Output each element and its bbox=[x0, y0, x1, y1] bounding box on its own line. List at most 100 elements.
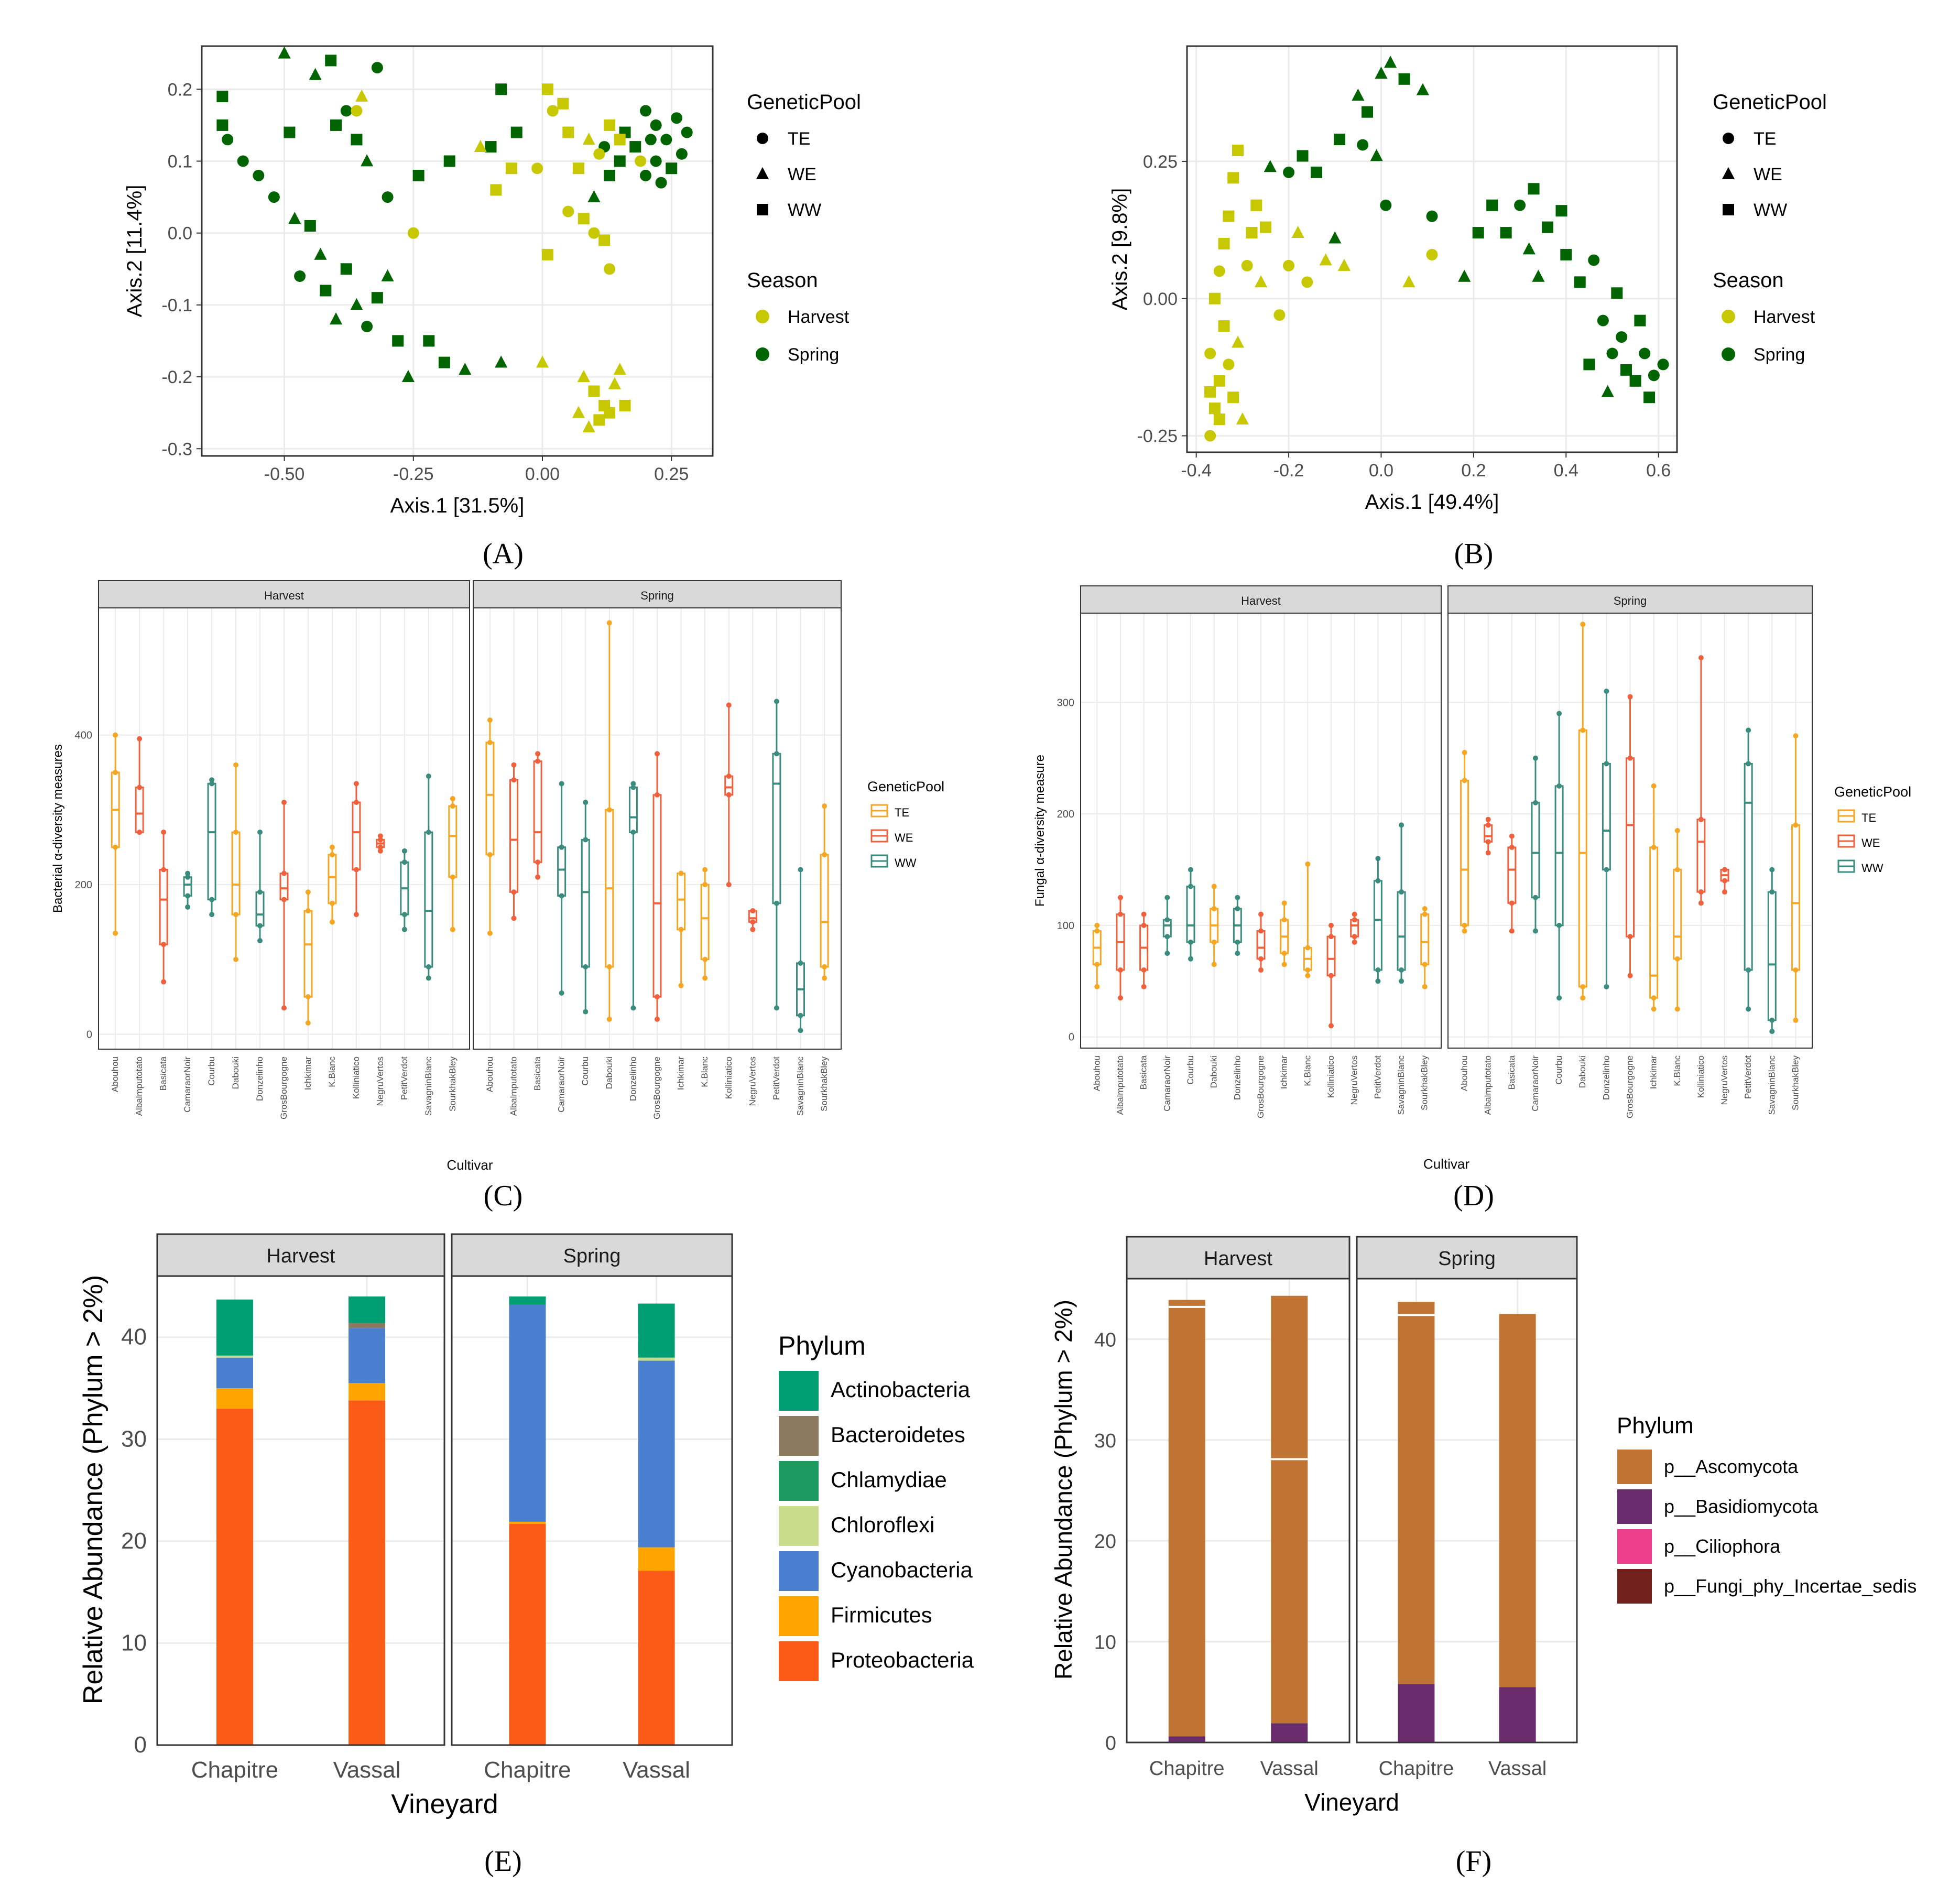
box-point bbox=[1164, 934, 1170, 940]
legend-key-p__Ciliophora bbox=[1616, 1528, 1653, 1565]
box-point bbox=[185, 874, 191, 880]
legend-label: TE bbox=[895, 806, 909, 819]
box-point bbox=[1188, 956, 1193, 962]
facet-strip-label: Harvest bbox=[267, 1245, 335, 1267]
box bbox=[628, 787, 638, 833]
legend-label: Harvest bbox=[1754, 307, 1815, 327]
legend-marker-TE bbox=[757, 133, 768, 144]
x-tick-label: Albalmputotato bbox=[508, 1056, 518, 1116]
data-point bbox=[671, 112, 683, 124]
bar-segment-Cyanobacteria bbox=[509, 1304, 546, 1522]
bar-segment-Cyanobacteria bbox=[349, 1328, 386, 1383]
box-point bbox=[257, 938, 263, 944]
box-point bbox=[426, 964, 431, 970]
data-point bbox=[216, 119, 228, 131]
plot-border bbox=[156, 1275, 445, 1746]
x-tick-label: Albalmputotato bbox=[134, 1056, 144, 1116]
box-point bbox=[185, 893, 191, 899]
x-tick-label: CamaraorNoir bbox=[1162, 1055, 1172, 1112]
panel-label-d: (D) bbox=[1453, 1180, 1494, 1212]
y-tick-label: 0 bbox=[86, 1029, 92, 1040]
y-axis-title: Axis.2 [9.8%] bbox=[1108, 188, 1131, 310]
data-point bbox=[1273, 309, 1286, 321]
data-point bbox=[1213, 375, 1225, 387]
box-point bbox=[559, 781, 564, 787]
x-tick-label: 0.0 bbox=[1369, 461, 1393, 481]
box-point bbox=[113, 844, 118, 850]
box-point bbox=[1674, 867, 1680, 873]
data-point bbox=[1639, 347, 1651, 359]
facet-strip bbox=[451, 1233, 733, 1277]
y-tick-label: -0.3 bbox=[161, 439, 192, 459]
box-point bbox=[113, 930, 118, 936]
box-point bbox=[1556, 922, 1562, 928]
x-tick-label: CamaraorNoir bbox=[182, 1056, 192, 1113]
legend-label: Proteobacteria bbox=[831, 1648, 974, 1672]
box-point bbox=[209, 781, 215, 787]
box-point bbox=[161, 830, 167, 835]
data-point bbox=[547, 105, 559, 117]
y-tick-label: 20 bbox=[121, 1528, 147, 1554]
bar-segment-p__Basidiomycota bbox=[1398, 1684, 1435, 1742]
box bbox=[1696, 819, 1706, 893]
data-point bbox=[1606, 347, 1618, 359]
box-point bbox=[1211, 906, 1217, 911]
legend-label: TE bbox=[788, 129, 810, 149]
box-point bbox=[1141, 922, 1147, 928]
data-point bbox=[613, 363, 626, 375]
data-point bbox=[355, 89, 368, 102]
bar-segment-p__Ascomycota bbox=[1168, 1300, 1205, 1737]
box-point bbox=[726, 882, 732, 888]
x-tick-label: PetitVerdot bbox=[1373, 1055, 1382, 1099]
box-point bbox=[401, 859, 407, 865]
data-point bbox=[619, 399, 631, 411]
box-point bbox=[401, 927, 407, 932]
data-point bbox=[1532, 269, 1545, 282]
box bbox=[448, 805, 458, 878]
box-point bbox=[1462, 750, 1467, 756]
box-point bbox=[1746, 967, 1751, 973]
box-point bbox=[750, 919, 756, 925]
data-point bbox=[288, 212, 301, 224]
data-point bbox=[1291, 225, 1304, 238]
legend-marker-WW bbox=[1723, 204, 1734, 215]
box-point bbox=[774, 900, 779, 906]
box-point bbox=[1604, 761, 1609, 767]
box-point bbox=[1117, 967, 1123, 973]
legend-title: Season bbox=[1713, 269, 1784, 292]
data-point bbox=[650, 155, 662, 167]
box-point bbox=[750, 927, 756, 932]
facet-strip-label: Spring bbox=[640, 589, 674, 602]
box-point bbox=[606, 807, 612, 813]
box-point bbox=[678, 927, 684, 932]
box-point bbox=[401, 912, 407, 918]
panel-e-stacked-bar: Harvest Chapitre Vassal Spring Chapitre Vassa… bbox=[78, 1233, 974, 1819]
box-point bbox=[1698, 816, 1704, 822]
box-point bbox=[1627, 694, 1633, 700]
box-point bbox=[377, 844, 383, 850]
data-point bbox=[1560, 248, 1572, 260]
box bbox=[328, 854, 337, 905]
legend-title: GeneticPool bbox=[747, 91, 861, 114]
y-tick-label: 0 bbox=[1069, 1032, 1074, 1043]
data-point bbox=[268, 191, 280, 203]
y-tick-label: 10 bbox=[1094, 1632, 1116, 1654]
plot-area bbox=[1126, 1278, 1351, 1744]
box-point bbox=[1211, 939, 1217, 945]
legend-label: TE bbox=[1754, 129, 1776, 149]
y-tick-label: 0 bbox=[1105, 1733, 1116, 1755]
box-point bbox=[1532, 928, 1538, 934]
data-point bbox=[1574, 276, 1586, 288]
y-tick-label: 30 bbox=[121, 1426, 147, 1452]
y-tick-label: 0.25 bbox=[1143, 152, 1178, 172]
x-tick-label: Abouhou bbox=[485, 1056, 495, 1092]
data-point bbox=[681, 126, 693, 138]
x-tick-label: SavagninBlanc bbox=[796, 1056, 805, 1116]
box-point bbox=[1604, 984, 1609, 989]
box-point bbox=[1352, 911, 1357, 917]
box bbox=[1460, 779, 1469, 927]
data-point bbox=[320, 285, 332, 297]
box-point bbox=[511, 916, 517, 921]
box-point bbox=[1258, 967, 1264, 973]
x-tick-label: Donzelinho bbox=[1232, 1055, 1242, 1100]
